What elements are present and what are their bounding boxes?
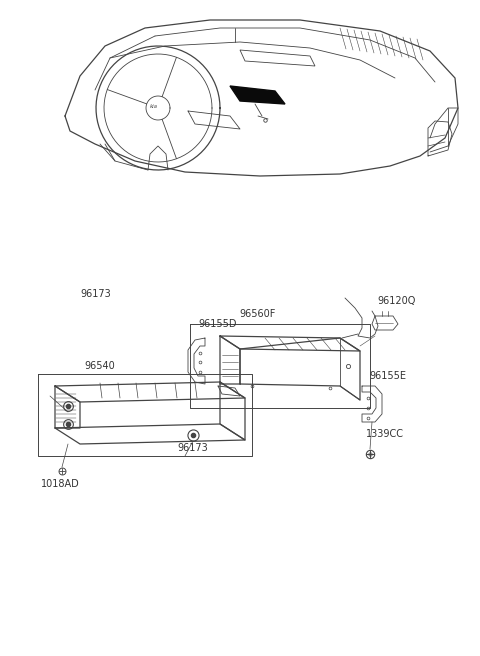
Text: 96155D: 96155D: [199, 319, 237, 329]
Text: 96173: 96173: [81, 289, 111, 299]
Text: 96560F: 96560F: [240, 309, 276, 319]
Text: 1018AD: 1018AD: [41, 479, 79, 489]
Text: 96155E: 96155E: [370, 371, 407, 381]
Text: 1339CC: 1339CC: [366, 429, 404, 439]
Text: kia: kia: [150, 104, 158, 108]
Text: 96173: 96173: [178, 443, 208, 453]
Text: 96540: 96540: [84, 361, 115, 371]
Polygon shape: [230, 86, 285, 104]
Text: 96120Q: 96120Q: [378, 296, 416, 306]
